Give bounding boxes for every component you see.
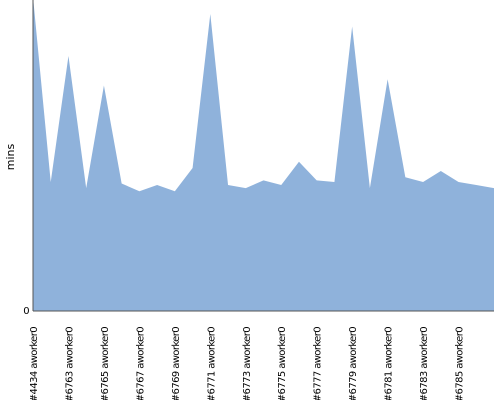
y-tick-label: 0 bbox=[23, 306, 29, 317]
x-tick-label: #6775 aworker0 bbox=[277, 327, 288, 400]
x-tick-label: #6767 aworker0 bbox=[135, 327, 146, 400]
y-axis-label: mins bbox=[4, 143, 17, 170]
x-tick-label: #6771 aworker0 bbox=[206, 327, 217, 400]
x-tick-label: #6777 aworker0 bbox=[313, 327, 324, 400]
x-tick-label: #6763 aworker0 bbox=[64, 327, 75, 400]
x-tick-labels: #4434 aworker0 #6763 aworker0 #6765 aworke… bbox=[29, 327, 466, 400]
axes bbox=[32, 0, 494, 312]
x-tick-label: #4434 aworker0 bbox=[29, 327, 40, 400]
x-tick-label: #6769 aworker0 bbox=[171, 327, 182, 400]
x-tick-label: #6785 aworker0 bbox=[455, 327, 466, 400]
x-tick-label: #6765 aworker0 bbox=[100, 327, 111, 400]
series-area bbox=[33, 0, 494, 311]
x-tick-label: #6783 aworker0 bbox=[419, 327, 430, 400]
x-tick-label: #6781 aworker0 bbox=[384, 327, 395, 400]
x-tick-label: #6779 aworker0 bbox=[348, 327, 359, 400]
x-tick-label: #6773 aworker0 bbox=[242, 327, 253, 400]
